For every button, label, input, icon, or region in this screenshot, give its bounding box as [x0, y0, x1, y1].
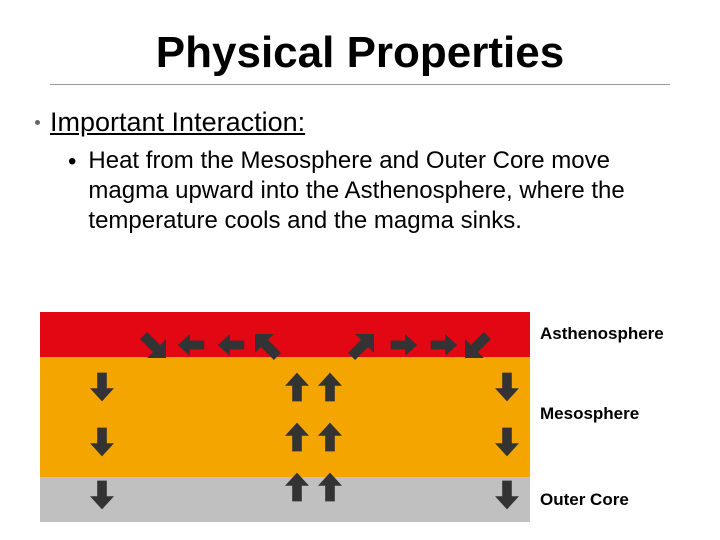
arrow-right — [428, 334, 460, 356]
arrow-up — [285, 372, 309, 402]
arrow-up — [285, 422, 309, 452]
arrow-up — [318, 472, 342, 502]
arrow-left — [215, 334, 247, 356]
arrow-down-right-diag — [140, 332, 166, 358]
arrow-down — [495, 372, 519, 402]
arrow-down — [495, 480, 519, 510]
arrow-down-left-diag — [465, 332, 491, 358]
sub-bullet-icon: • — [68, 146, 76, 177]
arrow-up — [285, 472, 309, 502]
label-asthenosphere: Asthenosphere — [540, 324, 664, 344]
label-mesosphere: Mesosphere — [540, 404, 639, 424]
arrow-up — [318, 372, 342, 402]
title-underline — [50, 84, 670, 85]
convection-diagram: Asthenosphere Mesosphere Outer Core — [40, 312, 680, 522]
subtitle-row: Important Interaction: — [40, 107, 680, 138]
body-row: • Heat from the Mesosphere and Outer Cor… — [68, 146, 680, 236]
arrow-up — [318, 422, 342, 452]
arrow-up-right-diag — [348, 334, 374, 360]
bullet-icon — [35, 120, 40, 125]
arrow-down — [90, 372, 114, 402]
arrow-right — [388, 334, 420, 356]
page-title: Physical Properties — [40, 28, 680, 78]
arrow-down — [90, 480, 114, 510]
arrow-down — [495, 427, 519, 457]
arrow-left — [175, 334, 207, 356]
slide: Physical Properties Important Interactio… — [0, 0, 720, 540]
body-text: Heat from the Mesosphere and Outer Core … — [88, 146, 680, 236]
subtitle: Important Interaction: — [50, 107, 305, 138]
arrow-down — [90, 427, 114, 457]
label-outer-core: Outer Core — [540, 490, 629, 510]
arrow-up-left-diag — [255, 334, 281, 360]
